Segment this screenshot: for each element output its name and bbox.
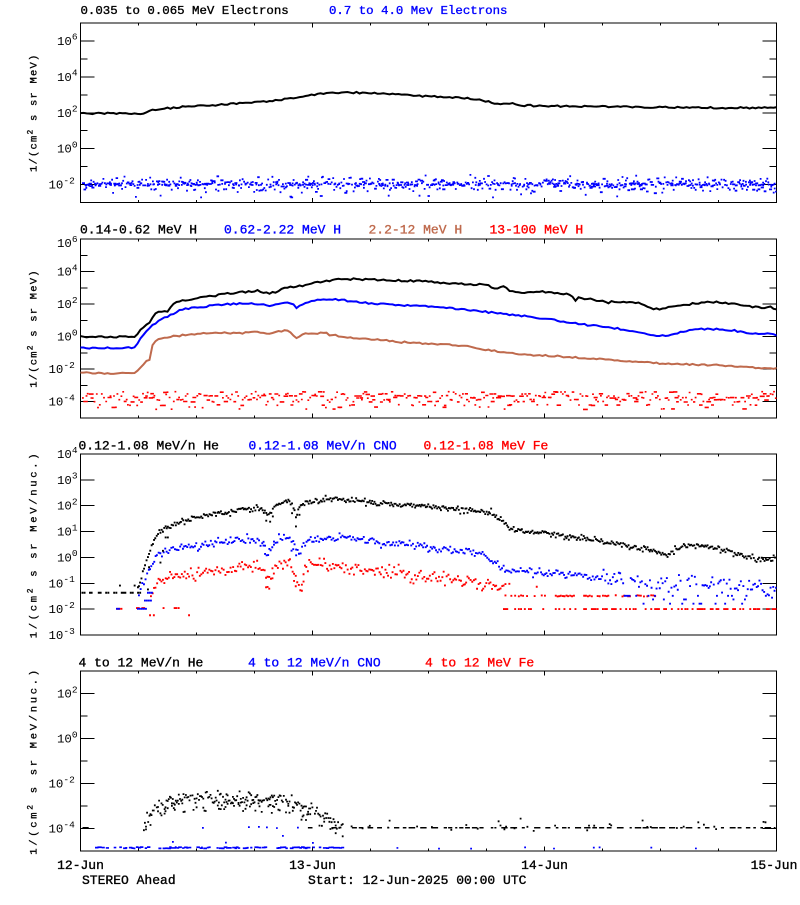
svg-text:1/(cm2 s sr MeV/nuc.): 1/(cm2 s sr MeV/nuc.)	[27, 451, 41, 639]
svg-text:12-Jun: 12-Jun	[57, 858, 104, 873]
svg-text:0.12-1.08 MeV Fe: 0.12-1.08 MeV Fe	[424, 439, 549, 454]
svg-text:2.2-12 MeV H: 2.2-12 MeV H	[369, 223, 463, 238]
svg-text:13-100 MeV H: 13-100 MeV H	[490, 223, 584, 238]
svg-text:4 to 12 MeV/n He: 4 to 12 MeV/n He	[79, 656, 204, 671]
svg-text:13-Jun: 13-Jun	[289, 858, 336, 873]
svg-text:STEREO Ahead: STEREO Ahead	[82, 873, 176, 888]
svg-text:15-Jun: 15-Jun	[751, 858, 798, 873]
svg-text:0.14-0.62 MeV H: 0.14-0.62 MeV H	[80, 223, 197, 238]
svg-text:1/(cm2 s sr MeV): 1/(cm2 s sr MeV)	[27, 53, 41, 172]
svg-text:0.12-1.08 MeV/n CNO: 0.12-1.08 MeV/n CNO	[249, 439, 397, 454]
svg-text:14-Jun: 14-Jun	[521, 858, 568, 873]
svg-text:0.7 to 4.0 Mev Electrons: 0.7 to 4.0 Mev Electrons	[329, 4, 507, 18]
svg-text:1/(cm2 s sr MeV): 1/(cm2 s sr MeV)	[27, 269, 41, 388]
svg-text:4 to 12 MeV/n CNO: 4 to 12 MeV/n CNO	[248, 656, 381, 671]
svg-text:4 to 12 MeV Fe: 4 to 12 MeV Fe	[425, 656, 534, 671]
svg-text:0.035 to 0.065 MeV Electrons: 0.035 to 0.065 MeV Electrons	[81, 4, 289, 18]
svg-text:1/(cm2 s sr MeV/nuc.): 1/(cm2 s sr MeV/nuc.)	[27, 667, 41, 855]
svg-text:0.12-1.08 MeV/n He: 0.12-1.08 MeV/n He	[79, 439, 219, 454]
svg-text:0.62-2.22 MeV H: 0.62-2.22 MeV H	[224, 223, 341, 238]
svg-text:Start: 12-Jun-2025 00:00 UTC: Start: 12-Jun-2025 00:00 UTC	[308, 873, 527, 888]
